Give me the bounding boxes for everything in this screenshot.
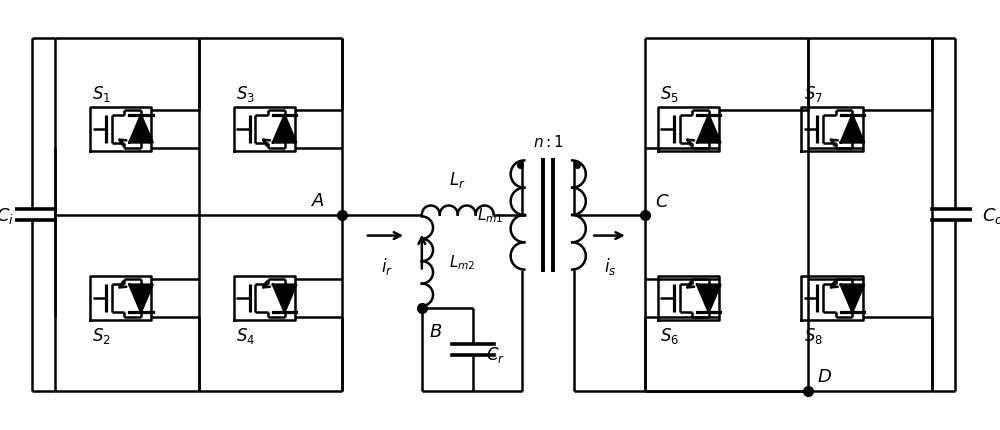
Text: $C_i$: $C_i$	[0, 205, 14, 225]
Polygon shape	[273, 285, 296, 312]
Polygon shape	[273, 116, 296, 143]
Text: $A$: $A$	[311, 191, 325, 209]
Text: $L_{m1}$: $L_{m1}$	[477, 206, 504, 224]
Text: $S_6$: $S_6$	[660, 326, 679, 345]
Text: $S_4$: $S_4$	[236, 326, 255, 345]
Text: $L_{m2}$: $L_{m2}$	[449, 252, 475, 271]
Text: $B$: $B$	[429, 322, 443, 341]
Text: $S_8$: $S_8$	[804, 326, 823, 345]
Text: $S_3$: $S_3$	[236, 84, 255, 104]
Text: $L_r$: $L_r$	[449, 169, 466, 189]
Polygon shape	[841, 285, 864, 312]
Text: $i_s$: $i_s$	[604, 255, 617, 276]
Text: $S_1$: $S_1$	[92, 84, 111, 104]
Text: $S_2$: $S_2$	[92, 326, 111, 345]
Text: $C_o$: $C_o$	[982, 205, 1000, 225]
Text: $D$: $D$	[817, 368, 832, 386]
Text: $i_r$: $i_r$	[381, 255, 393, 276]
Text: $S_5$: $S_5$	[660, 84, 679, 104]
Polygon shape	[841, 116, 864, 143]
Text: $S_7$: $S_7$	[804, 84, 823, 104]
Polygon shape	[697, 285, 720, 312]
Text: $C$: $C$	[655, 192, 669, 210]
Text: $C_r$: $C_r$	[486, 344, 505, 365]
Polygon shape	[129, 116, 153, 143]
Text: $n:1$: $n:1$	[533, 134, 564, 150]
Polygon shape	[697, 116, 720, 143]
Polygon shape	[129, 285, 153, 312]
